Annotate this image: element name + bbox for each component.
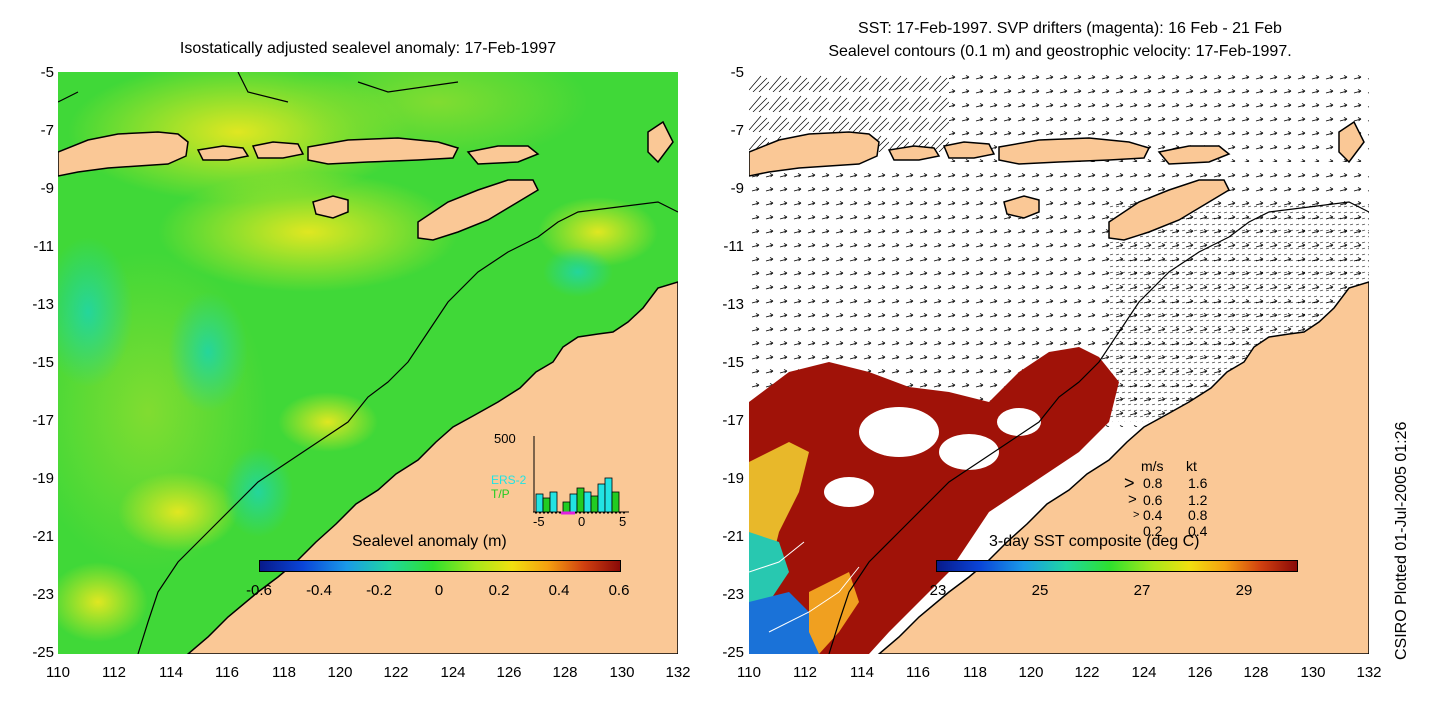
histogram-bars — [533, 436, 629, 515]
colorbar-tick: 0 — [434, 582, 444, 599]
x-tick: 122 — [1074, 664, 1100, 681]
legend-ms-value: 0.2 — [1143, 523, 1163, 539]
histogram-xtick: 0 — [578, 514, 586, 529]
left-panel-title: Isostatically adjusted sealevel anomaly:… — [179, 40, 557, 57]
histogram-xtick: 5 — [619, 514, 627, 529]
colorbar-tick: 29 — [1235, 582, 1253, 599]
y-tick: -13 — [32, 296, 54, 313]
y-tick: -15 — [722, 354, 744, 371]
legend-kt-value: 1.6 — [1188, 475, 1208, 491]
colorbar-tick: 25 — [1031, 582, 1049, 599]
sealevel-colorbar — [259, 560, 621, 572]
histogram-series-ers2: ERS-2 — [491, 473, 527, 487]
right-panel-title-line1: SST: 17-Feb-1997. SVP drifters (magenta)… — [858, 20, 1282, 37]
legend-arrow-icon: > — [1128, 491, 1137, 508]
x-tick: 118 — [963, 664, 987, 681]
x-tick: 112 — [793, 664, 817, 681]
x-tick: 112 — [102, 664, 126, 681]
legend-arrow-icon: > — [1124, 473, 1135, 493]
y-tick: -21 — [722, 528, 744, 545]
sst-velocity-map — [749, 72, 1369, 654]
colorbar-tick: 23 — [929, 582, 947, 599]
x-tick: 128 — [552, 664, 578, 681]
y-tick: -25 — [722, 644, 744, 661]
x-tick: 114 — [850, 664, 874, 681]
y-tick: -17 — [32, 412, 54, 429]
y-tick: -5 — [730, 64, 744, 81]
x-tick: 122 — [383, 664, 409, 681]
x-tick: 126 — [1187, 664, 1213, 681]
colorbar-tick: 27 — [1133, 582, 1151, 599]
legend-arrow-icon: > — [1133, 509, 1140, 521]
legend-header-kt: kt — [1186, 458, 1197, 474]
x-tick: 130 — [1300, 664, 1326, 681]
x-tick: 124 — [440, 664, 466, 681]
colorbar-tick: -0.4 — [306, 582, 332, 599]
x-tick: 110 — [737, 664, 761, 681]
y-tick: -19 — [32, 470, 54, 487]
legend-kt-value: 1.2 — [1188, 492, 1208, 508]
histogram-ymax-label: 500 — [494, 431, 516, 446]
legend-ms-value: 0.4 — [1143, 507, 1163, 523]
y-tick: -7 — [40, 122, 54, 139]
x-tick: 126 — [496, 664, 522, 681]
y-tick: -23 — [32, 586, 54, 603]
y-tick: -5 — [40, 64, 54, 81]
y-tick: -11 — [33, 238, 54, 255]
left-colorbar-title: Sealevel anomaly (m) — [352, 533, 507, 550]
plot-credit: CSIRO Plotted 01-Jul-2005 01:26 — [1393, 421, 1410, 660]
right-map — [749, 72, 1369, 654]
colorbar-tick: 0.6 — [608, 582, 630, 599]
legend-ms-value: 0.6 — [1143, 492, 1163, 508]
x-tick: 132 — [665, 664, 691, 681]
colorbar-tick: -0.6 — [246, 582, 272, 599]
x-tick: 110 — [46, 664, 70, 681]
y-tick: -9 — [730, 180, 744, 197]
x-tick: 116 — [215, 664, 239, 681]
y-tick: -11 — [723, 238, 744, 255]
x-tick: 120 — [1018, 664, 1044, 681]
colorbar-tick: 0.2 — [488, 582, 510, 599]
x-tick: 118 — [272, 664, 296, 681]
x-tick: 116 — [906, 664, 930, 681]
x-tick: 120 — [327, 664, 353, 681]
x-tick: 114 — [159, 664, 183, 681]
right-colorbar-title: 3-day SST composite (deg C) — [989, 533, 1200, 550]
right-panel-title-line2: Sealevel contours (0.1 m) and geostrophi… — [828, 43, 1292, 60]
y-tick: -21 — [32, 528, 54, 545]
histogram-xtick: -5 — [533, 514, 545, 529]
x-tick: 128 — [1243, 664, 1269, 681]
sst-colorbar — [936, 560, 1298, 572]
colorbar-tick: 0.4 — [548, 582, 570, 599]
y-tick: -13 — [722, 296, 744, 313]
colorbar-tick: -0.2 — [366, 582, 392, 599]
legend-header-ms: m/s — [1141, 458, 1164, 474]
histogram-series-tp: T/P — [491, 487, 510, 501]
y-tick: -15 — [32, 354, 54, 371]
legend-ms-value: 0.8 — [1143, 475, 1163, 491]
legend-kt-value: 0.4 — [1188, 523, 1208, 539]
y-tick: -23 — [722, 586, 744, 603]
y-tick: -25 — [32, 644, 54, 661]
y-tick: -9 — [40, 180, 54, 197]
x-tick: 124 — [1131, 664, 1157, 681]
x-tick: 132 — [1356, 664, 1382, 681]
y-tick: -7 — [730, 122, 744, 139]
y-tick: -19 — [722, 470, 744, 487]
legend-kt-value: 0.8 — [1188, 507, 1208, 523]
x-tick: 130 — [609, 664, 635, 681]
y-tick: -17 — [722, 412, 744, 429]
